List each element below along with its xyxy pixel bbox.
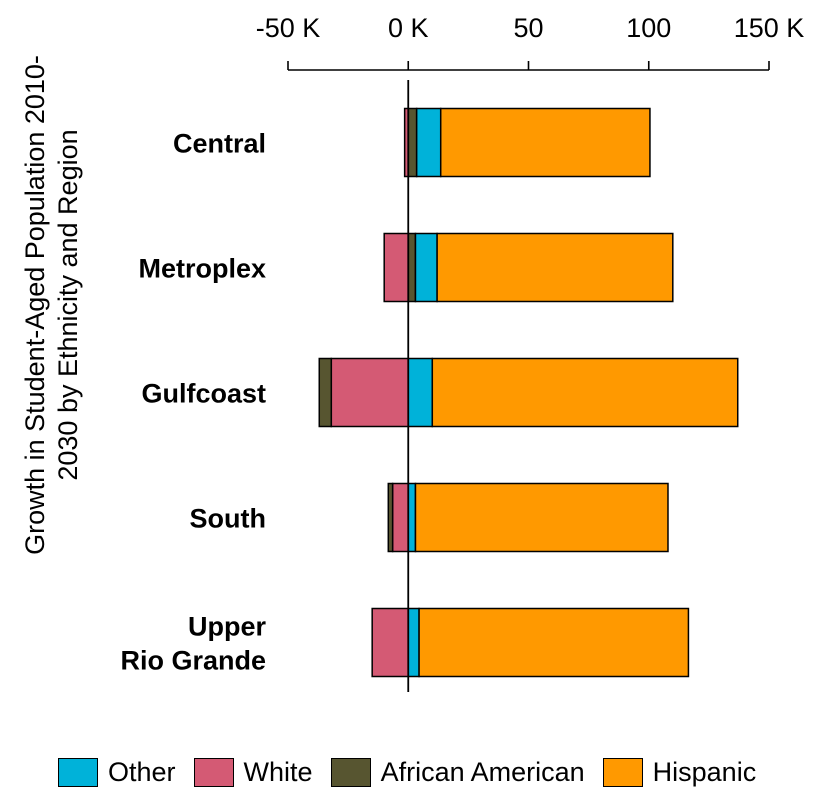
bar-group bbox=[371, 607, 690, 678]
x-tick-label: 150 K bbox=[734, 13, 805, 43]
category-label: Upper Rio Grande bbox=[120, 612, 266, 676]
bar-other bbox=[407, 357, 434, 428]
bar-hispanic bbox=[414, 482, 669, 553]
x-tick-label: 100 bbox=[626, 13, 671, 43]
category-label: Metroplex bbox=[138, 254, 266, 284]
category-label-line: Central bbox=[173, 129, 266, 159]
bar-white bbox=[391, 482, 409, 553]
bar-other bbox=[407, 607, 420, 678]
bar-group bbox=[383, 232, 674, 303]
y-axis-label: Growth in Student-Aged Population 2010- 2… bbox=[20, 55, 83, 555]
category-label-line: Metroplex bbox=[138, 254, 266, 284]
legend-swatch bbox=[58, 757, 98, 787]
bar-other bbox=[407, 482, 417, 553]
bar-group bbox=[387, 482, 669, 553]
bars bbox=[318, 107, 739, 678]
bar-other bbox=[414, 232, 438, 303]
category-label: Gulfcoast bbox=[141, 379, 266, 409]
legend: Other White African American Hispanic bbox=[58, 752, 774, 792]
legend-label: African American bbox=[380, 756, 585, 787]
legend-item: African American bbox=[330, 756, 585, 788]
bar-african-american bbox=[407, 107, 418, 178]
legend-label: Other bbox=[108, 756, 176, 787]
category-label-line: Upper bbox=[188, 612, 267, 642]
category-label-line: Rio Grande bbox=[120, 646, 266, 676]
bar-hispanic bbox=[418, 607, 690, 678]
bar-african-american bbox=[387, 482, 394, 553]
bar-white bbox=[330, 357, 410, 428]
bar-african-american bbox=[407, 232, 417, 303]
bar-african-american bbox=[318, 357, 333, 428]
category-label: Central bbox=[173, 129, 266, 159]
bar-group bbox=[318, 357, 739, 428]
bar-white bbox=[371, 607, 409, 678]
legend-item: Other bbox=[58, 757, 176, 788]
bar-hispanic bbox=[436, 232, 674, 303]
bar-other bbox=[415, 107, 442, 178]
legend-swatch bbox=[602, 757, 643, 787]
category-label-line: Gulfcoast bbox=[141, 379, 266, 409]
legend-item: White bbox=[193, 756, 313, 788]
legend-label: White bbox=[243, 756, 313, 787]
category-labels: Central Metroplex Gulfcoast South Upper Rio G… bbox=[120, 129, 266, 676]
y-axis-label-line: Growth in Student-Aged Population 2010- bbox=[20, 55, 50, 555]
category-label-line: South bbox=[190, 504, 266, 534]
legend-item: Hispanic bbox=[602, 756, 757, 788]
x-axis: -50 K 0 K 50 100 150 K bbox=[256, 13, 805, 71]
y-axis-label-line: 2030 by Ethnicity and Region bbox=[53, 129, 83, 480]
bar-group bbox=[403, 107, 651, 178]
x-tick-label: -50 K bbox=[256, 13, 321, 43]
bar-hispanic bbox=[439, 107, 651, 178]
y-axis-title: Growth in Student-Aged Population 2010- 2… bbox=[20, 55, 83, 555]
x-tick-label: 0 K bbox=[388, 13, 429, 43]
bar-hispanic bbox=[431, 357, 739, 428]
x-tick-label: 50 bbox=[513, 13, 543, 43]
legend-swatch bbox=[330, 757, 371, 787]
legend-swatch bbox=[193, 757, 234, 787]
category-label: South bbox=[190, 504, 266, 534]
bar-white bbox=[383, 232, 410, 303]
legend-label: Hispanic bbox=[652, 756, 757, 787]
